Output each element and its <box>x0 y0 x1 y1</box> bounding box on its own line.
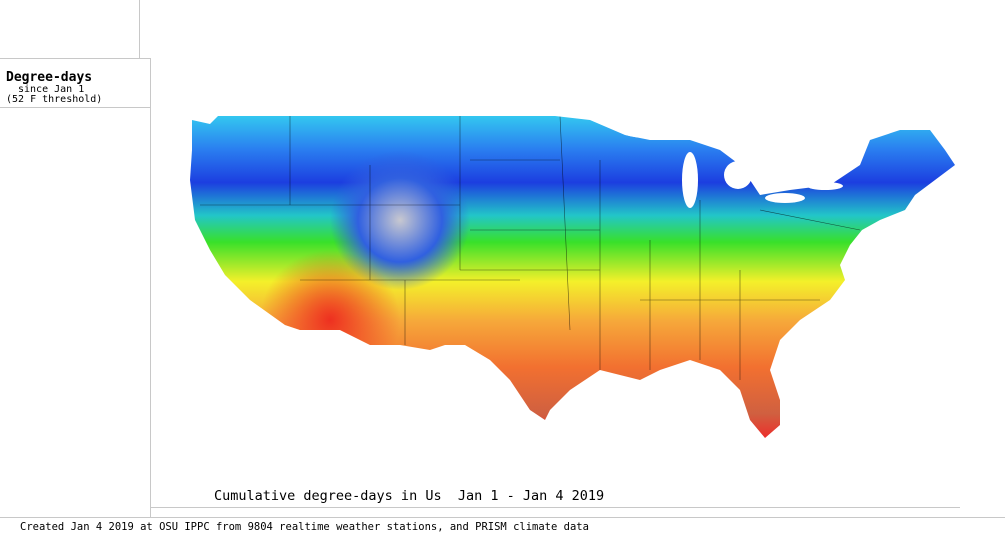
desert-field <box>190 116 955 438</box>
legend-subtitle: since Jan 1 <box>18 84 84 95</box>
state-borders <box>200 116 861 380</box>
legend-threshold: (52 F threshold) <box>6 94 102 105</box>
legend-title: Degree-days <box>6 70 92 85</box>
map-caption: Cumulative degree-days in Us Jan 1 - Jan… <box>214 488 604 504</box>
great-lakes <box>622 126 843 208</box>
footer-credit: Created Jan 4 2019 at OSU IPPC from 9804… <box>20 521 589 533</box>
degree-day-map <box>190 116 955 438</box>
